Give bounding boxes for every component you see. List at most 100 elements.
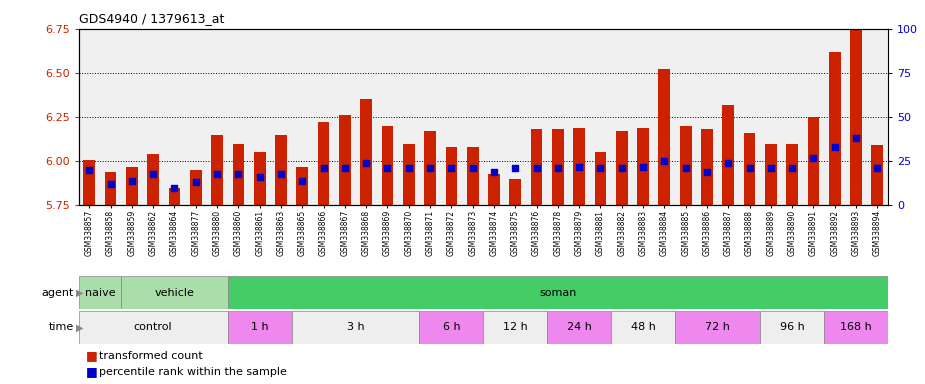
Bar [382, 126, 393, 205]
Point [487, 169, 501, 175]
Point [338, 165, 352, 171]
Point [210, 170, 225, 177]
Bar [680, 126, 692, 205]
Bar [808, 117, 820, 205]
Bar [510, 179, 521, 205]
Bar [722, 105, 734, 205]
Bar [105, 172, 117, 205]
Text: 168 h: 168 h [840, 322, 872, 333]
Text: ▶: ▶ [76, 288, 83, 298]
Text: 6 h: 6 h [442, 322, 460, 333]
Point [550, 165, 565, 171]
Bar [595, 152, 606, 205]
Bar [467, 147, 478, 205]
Bar [548, 311, 611, 344]
Point [806, 155, 820, 161]
Point [742, 165, 757, 171]
Text: control: control [134, 322, 172, 333]
Text: 96 h: 96 h [780, 322, 805, 333]
Point [380, 165, 395, 171]
Bar [253, 152, 265, 205]
Point [82, 167, 97, 173]
Text: 72 h: 72 h [705, 322, 730, 333]
Point [423, 165, 438, 171]
Bar [228, 311, 291, 344]
Text: 3 h: 3 h [347, 322, 364, 333]
Bar [425, 131, 436, 205]
Bar [228, 276, 888, 309]
Point [614, 165, 629, 171]
Point [784, 165, 799, 171]
Point [848, 135, 863, 141]
Bar [232, 144, 244, 205]
Bar [744, 133, 756, 205]
Bar [190, 170, 202, 205]
Point [870, 165, 884, 171]
Text: ▶: ▶ [76, 322, 83, 333]
Text: ■: ■ [86, 349, 98, 362]
Point [593, 165, 608, 171]
Point [657, 158, 672, 164]
Bar [850, 29, 862, 205]
Bar [574, 128, 585, 205]
Bar [79, 311, 228, 344]
Bar [824, 311, 888, 344]
Text: 24 h: 24 h [567, 322, 592, 333]
Text: percentile rank within the sample: percentile rank within the sample [99, 366, 287, 377]
Point [316, 165, 331, 171]
Text: soman: soman [539, 288, 576, 298]
Point [678, 165, 693, 171]
Bar [659, 70, 671, 205]
Bar [675, 311, 760, 344]
Point [529, 165, 544, 171]
Bar [211, 135, 223, 205]
Point [763, 165, 778, 171]
Point [444, 165, 459, 171]
Bar [317, 122, 329, 205]
Bar [291, 311, 419, 344]
Point [274, 170, 289, 177]
Bar [419, 311, 483, 344]
Text: 48 h: 48 h [631, 322, 656, 333]
Text: 1 h: 1 h [251, 322, 268, 333]
Point [125, 178, 140, 184]
Point [465, 165, 480, 171]
Bar [483, 311, 548, 344]
Point [253, 174, 267, 180]
Text: GDS4940 / 1379613_at: GDS4940 / 1379613_at [79, 12, 224, 25]
Point [189, 179, 204, 185]
Bar [488, 174, 500, 205]
Bar [168, 188, 180, 205]
Bar [275, 135, 287, 205]
Bar [121, 276, 228, 309]
Bar [760, 311, 824, 344]
Bar [765, 144, 777, 205]
Bar [446, 147, 457, 205]
Bar [701, 129, 713, 205]
Point [401, 165, 416, 171]
Bar [147, 154, 159, 205]
Bar [361, 99, 372, 205]
Point [827, 144, 842, 150]
Point [508, 165, 523, 171]
Point [146, 170, 161, 177]
Bar [786, 144, 798, 205]
Text: naive: naive [84, 288, 116, 298]
Bar [616, 131, 628, 205]
Text: vehicle: vehicle [154, 288, 194, 298]
Bar [296, 167, 308, 205]
Point [231, 170, 246, 177]
Bar [552, 129, 563, 205]
Bar [83, 159, 95, 205]
Bar [611, 311, 675, 344]
Point [104, 181, 118, 187]
Bar [531, 129, 542, 205]
Bar [637, 128, 649, 205]
Point [572, 164, 586, 170]
Bar [126, 167, 138, 205]
Bar [403, 144, 414, 205]
Point [699, 169, 714, 175]
Text: ■: ■ [86, 365, 98, 378]
Bar [829, 52, 841, 205]
Point [635, 164, 650, 170]
